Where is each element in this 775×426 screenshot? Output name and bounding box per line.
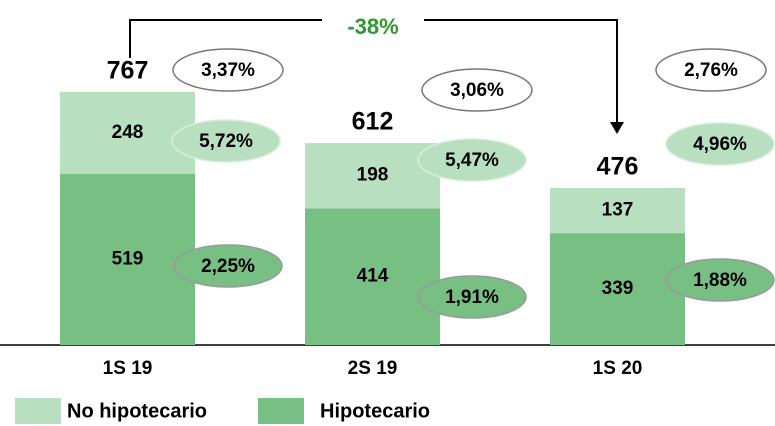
segment-label: 519 <box>112 248 144 269</box>
ratio-ellipse <box>417 138 527 182</box>
bracket-left <box>129 19 322 58</box>
total-ratio-label: 2,76% <box>684 60 738 81</box>
total-label: 612 <box>352 108 394 136</box>
ratio-ellipse <box>417 275 527 319</box>
bar-segment <box>550 233 685 345</box>
ratio-label: 1,88% <box>693 270 747 291</box>
legend-label: Hipotecario <box>320 400 430 422</box>
x-tick-label: 2S 19 <box>348 358 398 379</box>
total-label: 767 <box>107 56 149 84</box>
total-ratio-ellipse <box>655 48 767 92</box>
segment-label: 248 <box>112 122 144 143</box>
bracket-right <box>424 19 618 124</box>
segment-label: 339 <box>602 278 634 299</box>
x-tick-label: 1S 19 <box>103 358 153 379</box>
bar-segment <box>60 91 195 174</box>
total-ratio-ellipse <box>421 68 533 112</box>
ratio-ellipse <box>665 122 775 166</box>
ratio-ellipse <box>665 258 775 302</box>
segment-label: 414 <box>357 266 389 287</box>
bar-segment <box>305 208 440 345</box>
segment-label: 198 <box>357 165 389 186</box>
ratio-label: 4,96% <box>693 134 747 155</box>
bar-segment <box>305 143 440 209</box>
legend-swatch <box>258 398 304 424</box>
total-ratio-ellipse <box>172 48 284 92</box>
ratio-ellipse <box>171 119 281 163</box>
ratio-label: 2,25% <box>201 256 255 277</box>
ratio-label: 5,47% <box>445 150 499 171</box>
total-label: 476 <box>597 153 639 181</box>
segment-label: 137 <box>602 200 634 221</box>
arrow-head <box>610 122 624 134</box>
change-label: -38% <box>347 14 398 39</box>
legend-swatch <box>15 398 61 424</box>
total-ratio-label: 3,37% <box>201 60 255 81</box>
ratio-label: 5,72% <box>199 131 253 152</box>
ratio-ellipse <box>173 244 283 288</box>
bar-segment <box>550 187 685 234</box>
ratio-label: 1,91% <box>445 287 499 308</box>
bar-segment <box>60 173 195 345</box>
total-ratio-label: 3,06% <box>450 80 504 101</box>
x-tick-label: 1S 20 <box>593 358 643 379</box>
legend-label: No hipotecario <box>67 400 207 422</box>
